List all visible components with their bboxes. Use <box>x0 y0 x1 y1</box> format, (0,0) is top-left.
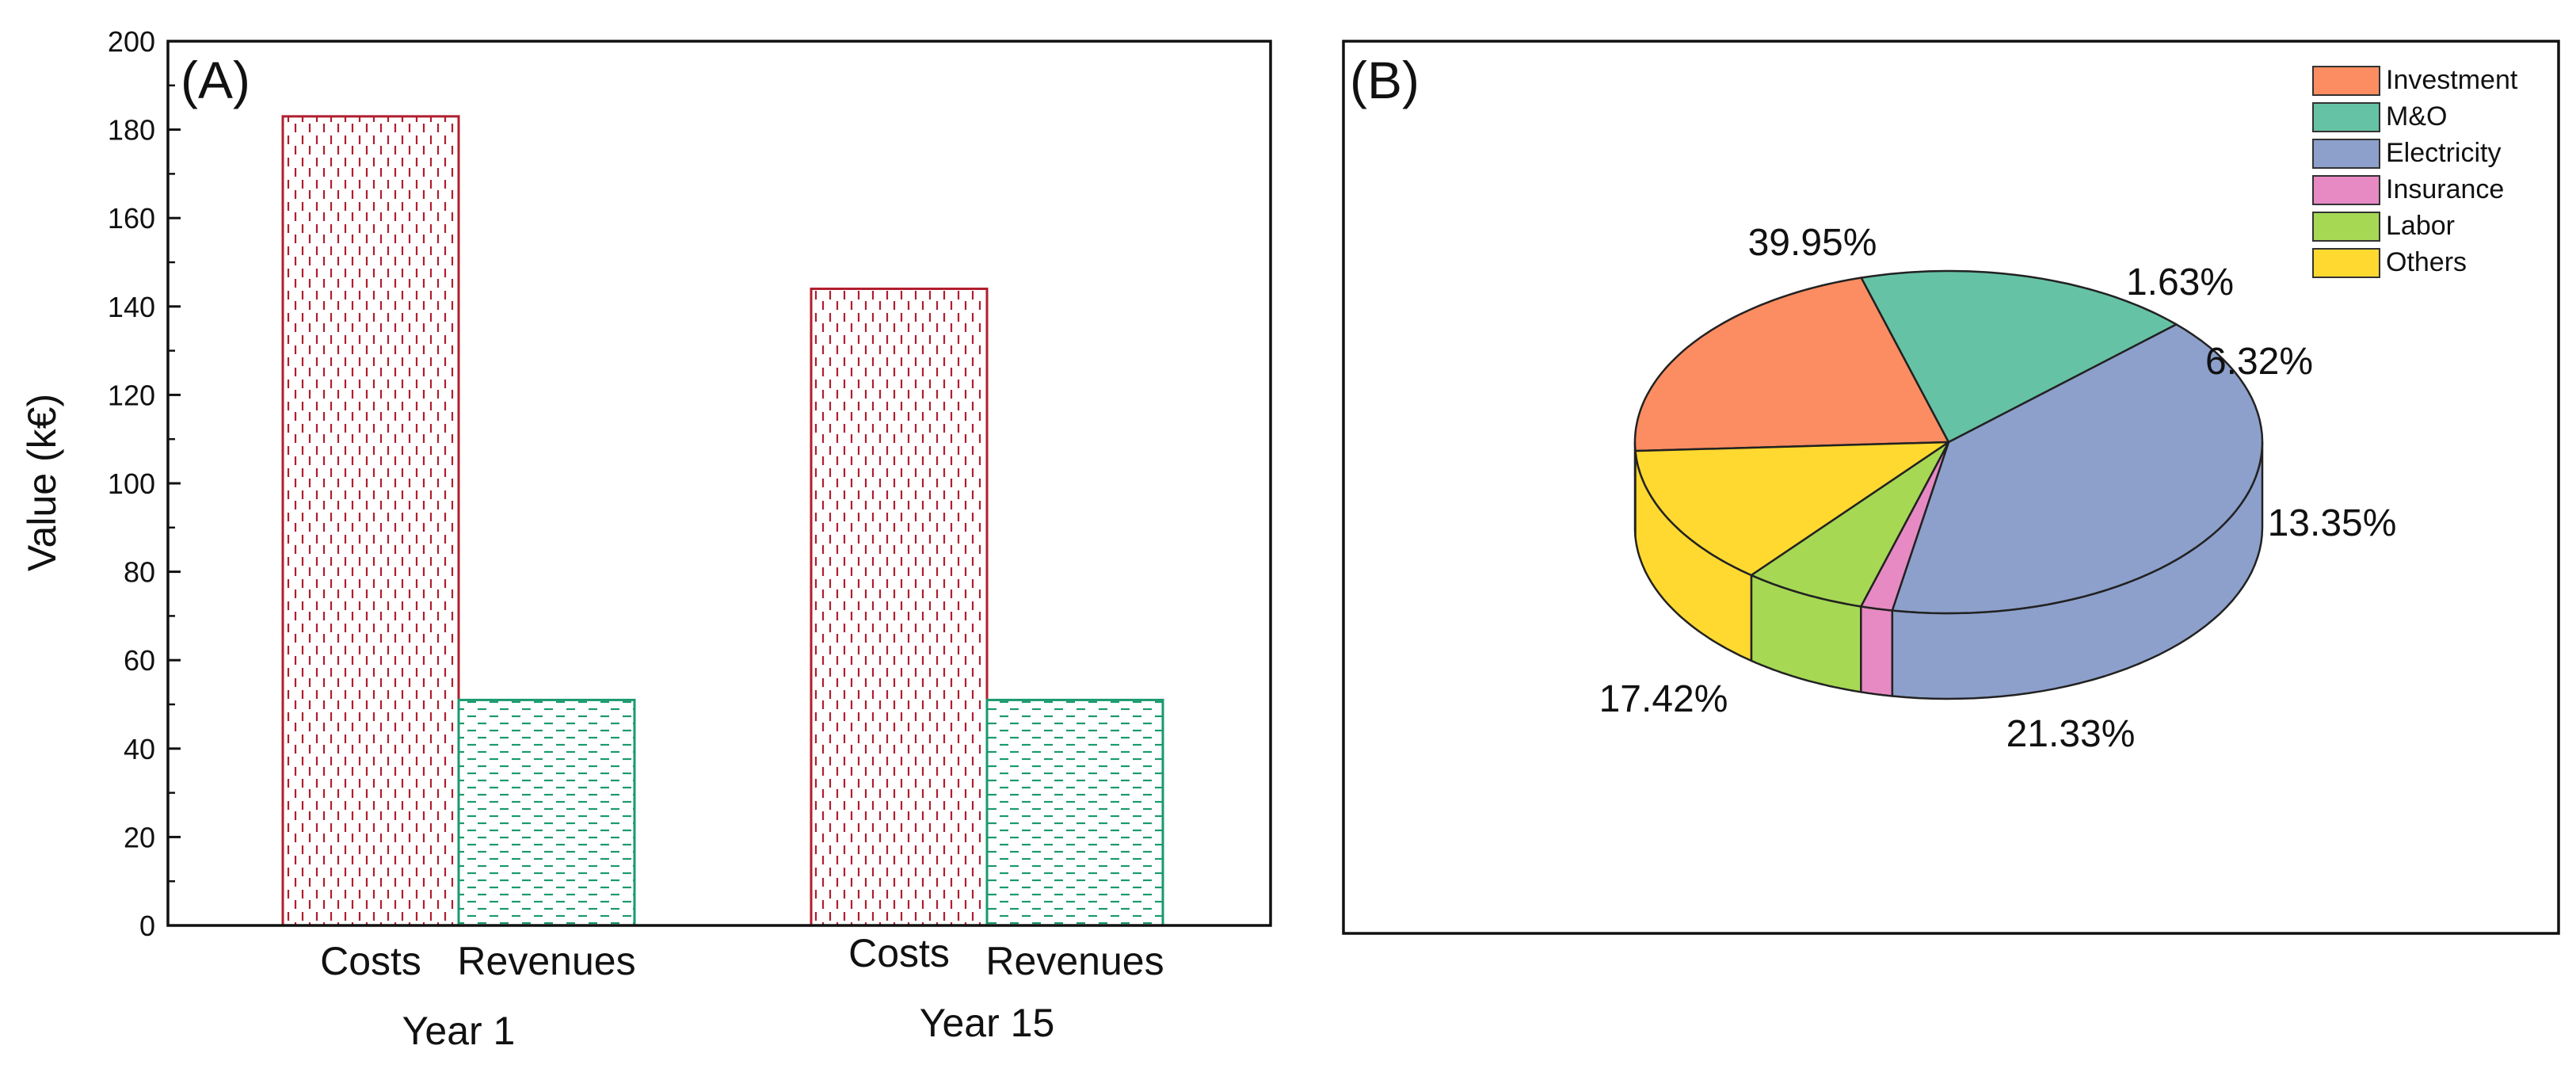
legend: Investment M&O Electricity Insurance Labor Ot… <box>2312 65 2518 278</box>
pie-percent-label: 21.33% <box>2006 713 2136 755</box>
bar-revenues-year-1 <box>457 698 636 927</box>
pie-side-insurance <box>1860 605 1894 697</box>
x-axis-labels: Costs Revenues Year 1 Costs Revenues Year 15 <box>320 931 1164 1053</box>
y-tick-label: 180 <box>108 114 155 147</box>
bar-costs-year-15 <box>810 287 989 927</box>
pie-percent-label: 6.32% <box>2205 341 2313 383</box>
legend-label: Insurance <box>2386 174 2504 204</box>
pie-labels: 21.33% 17.42% 39.95% 1.63% 6.32% 13.35% <box>1599 222 2397 755</box>
pie-slice-electricity <box>1891 323 2264 615</box>
y-tick-label: 60 <box>124 644 155 677</box>
bars <box>281 115 1164 927</box>
x-category-label: Costs <box>320 939 421 983</box>
legend-swatch-insurance <box>2312 175 2380 205</box>
legend-swatch-electricity <box>2312 139 2380 169</box>
legend-swatch-others <box>2312 248 2380 278</box>
pie-percent-label: 39.95% <box>1748 222 1877 264</box>
pie-frame <box>1342 40 2560 935</box>
legend-label: Others <box>2386 247 2467 277</box>
pie-slice-others <box>1634 441 1950 577</box>
plot-frame <box>166 40 1272 927</box>
y-axis-label: Value (k€) <box>20 394 64 571</box>
pie-slice-investment <box>1633 277 1950 452</box>
bar-chart-panel: (A) Value (k€) 0 20 40 60 80 100 120 140 160 180 2… <box>20 25 1272 1053</box>
pie-slice-mo <box>1860 269 2178 444</box>
y-tick-label: 140 <box>108 291 155 323</box>
legend-swatch-labor <box>2312 212 2380 242</box>
y-tick-label: 100 <box>108 467 155 500</box>
y-tick-label: 0 <box>139 910 155 942</box>
y-tick-label: 200 <box>108 25 155 58</box>
x-category-label: Revenues <box>457 939 635 983</box>
y-tick-label: 40 <box>124 733 155 765</box>
y-tick-label: 80 <box>124 556 155 589</box>
y-tick-label: 120 <box>108 379 155 411</box>
legend-label: Electricity <box>2386 138 2501 168</box>
x-category-label: Revenues <box>985 939 1164 983</box>
legend-label: Labor <box>2386 211 2455 241</box>
pie-percent-label: 17.42% <box>1599 678 1728 720</box>
y-tick-label: 160 <box>108 202 155 235</box>
pie-percent-label: 13.35% <box>2268 502 2397 544</box>
panel-b-label: (B) <box>1350 51 1419 109</box>
panel-a-label: (A) <box>181 51 250 109</box>
bar-costs-year-1 <box>281 115 460 927</box>
legend-label: Investment <box>2386 65 2518 95</box>
y-axis-ticks: 0 20 40 60 80 100 120 140 160 180 200 <box>108 25 181 942</box>
x-group-label: Year 1 <box>402 1009 516 1053</box>
pie <box>1633 269 2264 700</box>
bar-revenues-year-15 <box>985 698 1164 927</box>
legend-swatch-mo <box>2312 102 2380 132</box>
legend-swatch-investment <box>2312 66 2380 96</box>
legend-label: M&O <box>2386 101 2447 132</box>
pie-slice-labor <box>1750 441 1950 608</box>
pie-chart-panel: (B) 21.33% 17.42% 39.95% 1.63% 6.32% 13.35% I… <box>1342 40 2560 935</box>
pie-percent-label: 1.63% <box>2126 261 2234 303</box>
x-category-label: Costs <box>848 931 950 975</box>
x-group-label: Year 15 <box>920 1001 1055 1045</box>
y-tick-label: 20 <box>124 821 155 853</box>
